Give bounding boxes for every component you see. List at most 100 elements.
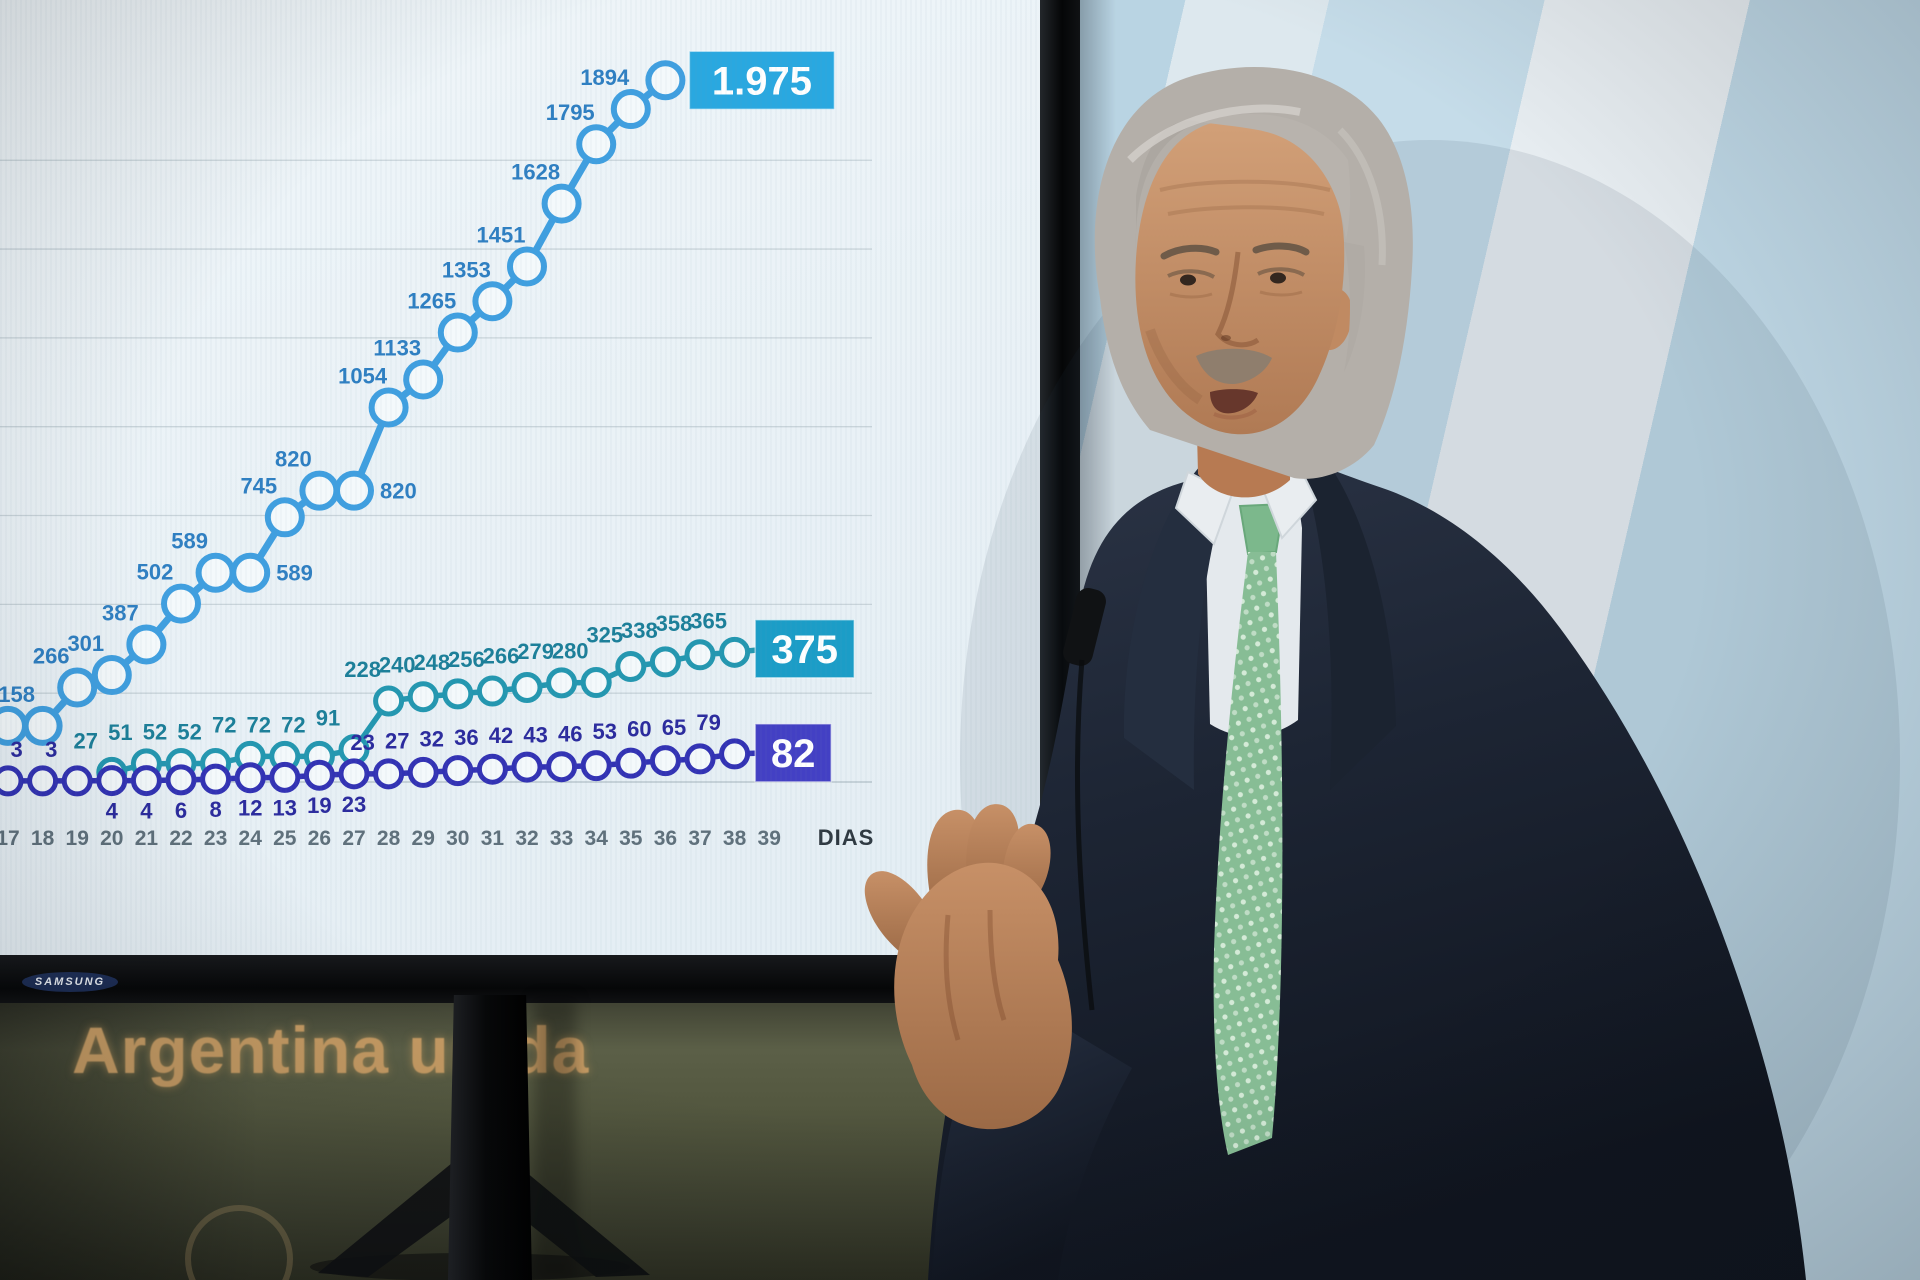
eyelid-right [1257,267,1306,277]
x-tick-label: 38 [723,827,747,850]
mouth [1210,389,1258,414]
point-teal [684,639,716,671]
point-dark-blue [269,761,301,793]
point-teal [580,667,612,699]
point-light-blue [403,359,444,400]
point-dark-blue [96,765,128,797]
forehead-line [1159,179,1331,192]
value-label-dark-blue: 4 [106,799,119,824]
point-light-blue [437,312,478,353]
x-tick-label: 28 [377,827,401,850]
x-tick-label: 33 [550,827,573,850]
eyebrow-left [1160,244,1220,260]
x-tick-label: 21 [135,827,159,850]
point-light-blue [645,60,686,101]
value-label-dark-blue: 3 [45,737,57,762]
x-tick-label: 17 [0,827,20,850]
value-label-light-blue: 1133 [373,335,421,360]
value-label-light-blue: 158 [0,682,35,707]
point-light-blue [22,705,63,746]
x-tick-label: 29 [412,827,435,850]
value-label-light-blue: 1054 [338,364,388,389]
point-teal [511,671,543,703]
hair-temple-right [1344,242,1366,372]
point-dark-blue [27,765,59,797]
x-tick-label: 18 [31,827,55,850]
value-label-teal: 248 [413,650,450,675]
point-light-blue [57,667,98,708]
x-tick-label: 20 [100,827,123,850]
value-label-light-blue: 301 [67,631,104,656]
point-light-blue [264,497,305,538]
value-label-dark-blue: 32 [420,727,444,752]
x-tick-label: 23 [204,827,227,850]
value-label-teal: 228 [344,657,381,682]
point-teal [407,681,439,713]
value-label-teal: 280 [552,639,589,664]
hair-highlight [1127,104,1301,163]
eye-right [1270,272,1286,284]
point-dark-blue [200,763,232,795]
point-dark-blue [61,765,93,797]
cheek-shadow [1145,328,1203,405]
point-dark-blue [303,759,335,791]
x-tick-label: 37 [688,827,711,850]
hair-fringe-left [1135,120,1200,250]
eye-left [1180,274,1196,286]
point-dark-blue [615,747,647,779]
point-light-blue [230,552,271,593]
value-label-teal: 279 [517,639,554,664]
face [1135,119,1345,435]
value-label-light-blue: 820 [380,479,417,504]
point-dark-blue [407,756,439,788]
tv-stand-pole [448,995,532,1280]
point-dark-blue [130,765,162,797]
value-label-teal: 338 [621,618,658,643]
value-label-dark-blue: 12 [238,796,262,821]
samsung-logo: SAMSUNG [22,972,118,992]
point-dark-blue [442,755,474,787]
value-label-teal: 72 [212,712,236,737]
value-label-teal: 52 [143,720,167,745]
hand-palm [894,862,1072,1130]
value-label-teal: 91 [316,706,340,731]
eyelid-left [1167,269,1216,279]
value-label-dark-blue: 79 [696,710,720,735]
palm-crease [987,909,1007,1021]
lower-lip [1213,408,1258,420]
x-tick-label: 27 [342,827,365,850]
value-label-light-blue: 589 [276,561,313,586]
x-tick-label: 31 [481,827,505,850]
point-dark-blue [0,765,24,797]
point-dark-blue [476,753,508,785]
value-label-dark-blue: 19 [307,793,331,818]
value-label-teal: 325 [586,623,623,648]
value-label-dark-blue: 43 [523,723,547,748]
eyebrow-right [1252,242,1310,256]
mustache [1196,348,1272,384]
value-label-dark-blue: 36 [454,725,478,750]
chart-svg: 17 18 19 20 21 22 23 24 25 26 27 28 29 30 31 32 33 34 35 36… [0,50,873,850]
eye-bag-left [1169,292,1213,299]
hair-highlight [1337,127,1386,266]
palm-crease [943,914,961,1041]
value-label-teal: 240 [379,653,416,678]
value-label-teal: 365 [690,608,727,633]
value-badge-light-blue [688,50,836,111]
tv-screen: 17 18 19 20 21 22 23 24 25 26 27 28 29 30 31 32 33 34 35 36… [0,0,1040,958]
value-label-teal: 51 [108,720,132,745]
point-light-blue [472,281,513,322]
value-label-teal: 358 [656,611,693,636]
point-dark-blue [684,743,716,775]
samsung-brand-text: SAMSUNG [34,976,106,988]
value-label-light-blue: 266 [33,643,70,668]
value-label-light-blue: 1265 [407,289,456,314]
x-tick-label: 19 [66,827,89,850]
forehead-line [1167,205,1325,216]
value-badge-dark-blue [754,723,832,783]
value-label-dark-blue: 13 [273,795,297,820]
value-label-light-blue: 502 [137,560,174,585]
nose [1215,251,1260,348]
point-light-blue [610,89,651,130]
